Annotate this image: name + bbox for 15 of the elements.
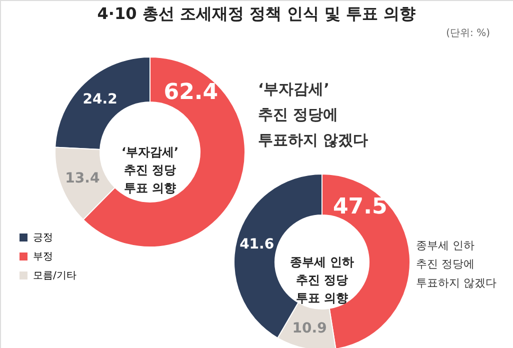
chart-title: 4·10 총선 조세재정 정책 인식 및 투표 의향 <box>97 4 416 23</box>
data-label: 41.6 <box>240 236 274 252</box>
data-label: 62.4 <box>164 80 218 106</box>
data-label: 24.2 <box>82 91 118 108</box>
text: (단위: %) <box>446 28 490 39</box>
data-label: 13.4 <box>65 170 100 186</box>
legend-label: 모름/기타 <box>33 270 76 282</box>
text: 종부세 인하 추진 정당에 투표하지 않겠다 <box>416 239 496 290</box>
data-label: 10.9 <box>292 320 327 336</box>
legend-label: 부정 <box>33 252 53 262</box>
text: 종부세 인하 추진 정당 투표 의향 <box>290 255 354 305</box>
data-label: 47.5 <box>332 194 388 220</box>
text: ‘부자감세’ 추진 정당에 투표하지 않겠다 <box>258 80 368 149</box>
legend-label: 긍정 <box>33 232 53 244</box>
text: ‘부자감세’ 추진 정당 투표 의향 <box>121 145 179 195</box>
